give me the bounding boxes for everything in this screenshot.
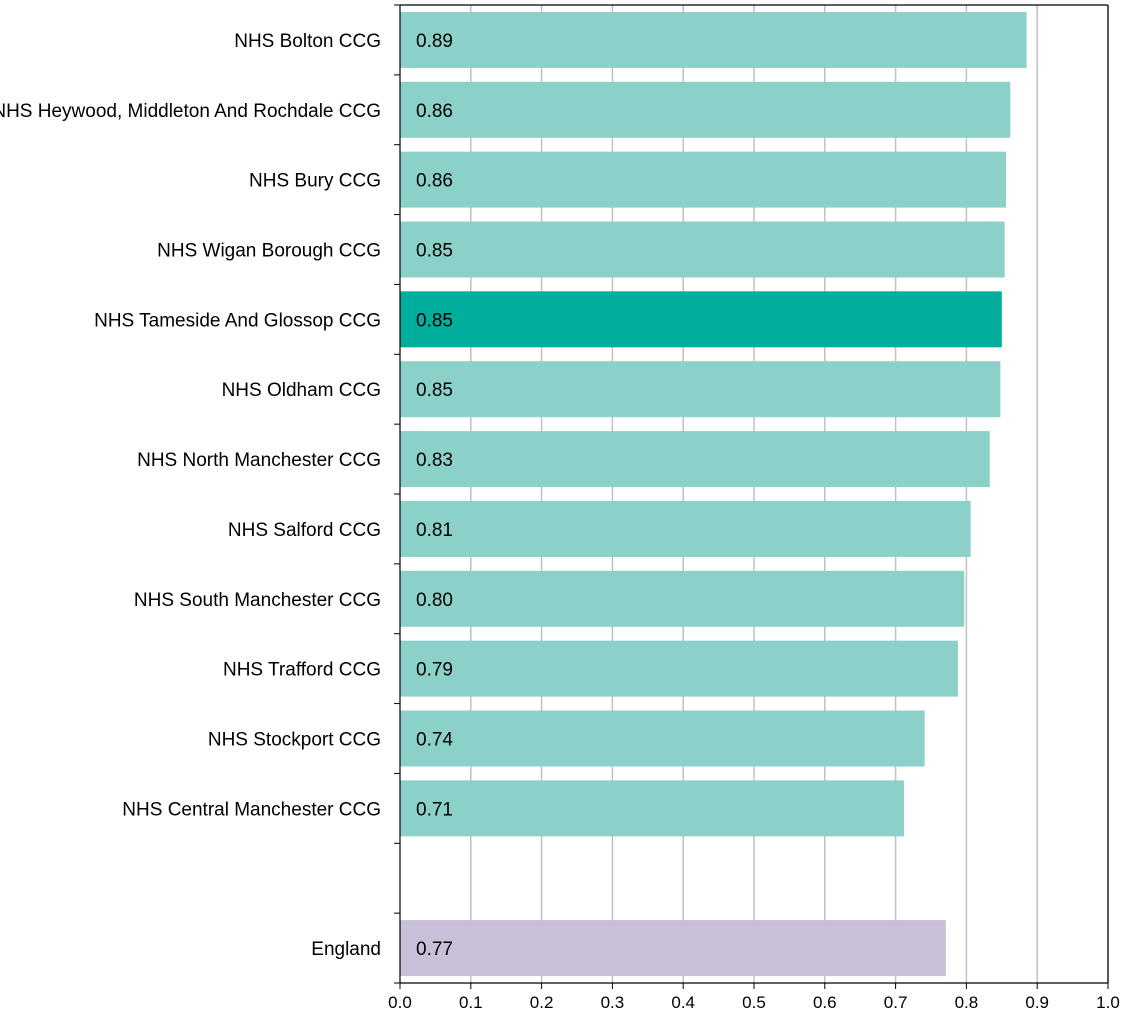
x-tick-label: 1.0 [1096, 993, 1120, 1012]
bars [400, 11, 1027, 977]
x-tick-label: 0.8 [955, 993, 979, 1012]
bar [400, 780, 905, 837]
bar-value-label: 0.79 [416, 660, 453, 681]
category-label: NHS Central Manchester CCG [122, 799, 381, 820]
bar-value-label: 0.85 [416, 380, 453, 401]
bar [400, 11, 1027, 68]
x-tick-label: 0.5 [742, 993, 766, 1012]
category-label: NHS Trafford CCG [223, 660, 381, 681]
x-tick-label: 0.4 [671, 993, 695, 1012]
category-label: NHS Bury CCG [249, 171, 381, 192]
x-tick-label: 0.7 [884, 993, 908, 1012]
bar [400, 221, 1005, 278]
bar-value-label: 0.86 [416, 101, 453, 122]
bar [400, 500, 971, 557]
category-label: NHS North Manchester CCG [137, 450, 381, 471]
category-label: NHS Salford CCG [228, 520, 381, 541]
bar [400, 361, 1001, 418]
category-label: England [311, 939, 381, 960]
category-label: NHS Wigan Borough CCG [157, 241, 381, 262]
x-tick-label: 0.0 [388, 993, 412, 1012]
x-tick-label: 0.9 [1025, 993, 1049, 1012]
bar-value-label: 0.80 [416, 590, 453, 611]
category-label: NHS South Manchester CCG [134, 590, 381, 611]
bar-value-label: 0.81 [416, 520, 453, 541]
bar [400, 151, 1007, 208]
bar [400, 710, 925, 767]
x-tick-label: 0.2 [530, 993, 554, 1012]
category-label: NHS Oldham CCG [222, 380, 381, 401]
bar-value-label: 0.89 [416, 31, 453, 52]
axes [394, 4, 1109, 989]
bar-value-label: 0.74 [416, 730, 453, 751]
category-label: NHS Bolton CCG [234, 31, 381, 52]
bar [400, 570, 965, 627]
bar [400, 81, 1011, 138]
bar-value-label: 0.85 [416, 310, 453, 331]
category-label: NHS Tameside And Glossop CCG [94, 310, 381, 331]
x-tick-label: 0.1 [459, 993, 483, 1012]
bar-value-label: 0.86 [416, 171, 453, 192]
bar-value-label: 0.71 [416, 799, 453, 820]
bar-value-label: 0.77 [416, 939, 453, 960]
bar-value-label: 0.83 [416, 450, 453, 471]
bar [400, 920, 946, 977]
category-label: NHS Stockport CCG [208, 730, 381, 751]
x-tick-label: 0.6 [813, 993, 837, 1012]
bar [400, 291, 1002, 348]
category-label: NHS Heywood, Middleton And Rochdale CCG [0, 101, 381, 122]
labels: 0.0 0.1 0.2 0.3 0.4 0.5 0.6 0.7 0.8 0.9 1.0 0.89 NHS… [0, 31, 1120, 1012]
bar-value-label: 0.85 [416, 241, 453, 262]
bar [400, 431, 990, 488]
bar [400, 640, 958, 697]
x-tick-label: 0.3 [601, 993, 625, 1012]
